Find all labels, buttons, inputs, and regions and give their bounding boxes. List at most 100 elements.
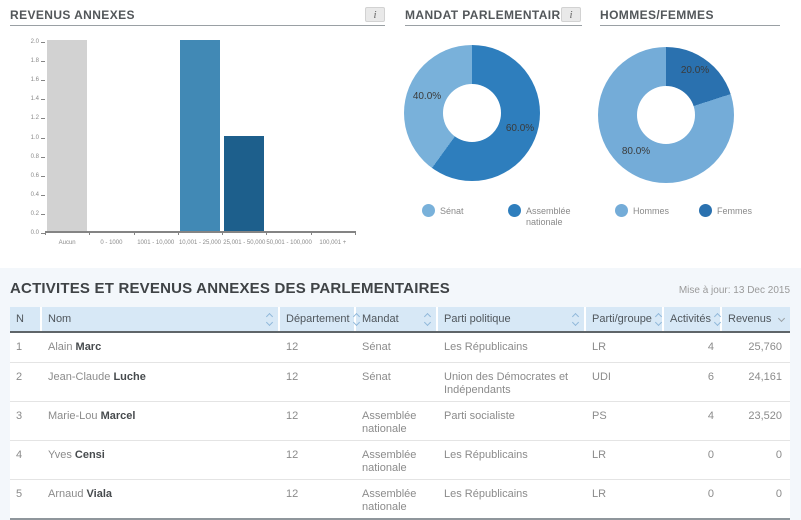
legend-dot-femmes[interactable]	[699, 204, 712, 217]
cell-revenus: 0	[775, 488, 782, 500]
last-name: Marcel	[100, 410, 136, 422]
y-tick	[41, 42, 45, 43]
y-tick-label: 0.0	[30, 230, 39, 236]
bar-10-001-25-000[interactable]	[179, 40, 221, 231]
cell-parti-politique: Union des Démocrates et Indépendants	[444, 371, 569, 396]
cell-parti-groupe: UDI	[592, 371, 611, 383]
x-tick	[177, 231, 179, 235]
x-category-label: Aucun	[58, 240, 76, 246]
column-header-parti-politique[interactable]: Parti politique	[438, 307, 584, 331]
sort-icon	[265, 312, 274, 326]
mandat-title-rule	[405, 25, 582, 26]
x-tick	[310, 231, 312, 235]
mandat-info-button[interactable]: i	[561, 7, 581, 22]
cell-parti-politique: Les Républicains	[444, 449, 528, 461]
cell-activites: 0	[707, 449, 714, 461]
x-tick	[45, 231, 46, 235]
first-name: Arnaud	[48, 488, 87, 500]
table-header-row: N Nom Département Mandat Parti politique Part…	[10, 307, 790, 333]
y-tick	[41, 99, 45, 101]
cell-name: Jean-Claude Luche	[42, 363, 280, 401]
revenus-info-button[interactable]: i	[365, 7, 385, 22]
legend-dot-senat[interactable]	[422, 204, 435, 217]
legend-label-hommes[interactable]: Hommes	[633, 206, 670, 216]
column-header-label: Parti/groupe	[592, 313, 652, 325]
x-category-label: 100,001 +	[319, 240, 347, 246]
revenus-bar-chart: Parlementaires 0.00.20.40.60.81.01.21.41…	[31, 39, 356, 246]
table-row[interactable]: 4 Yves Censi 12 Assemblée nationale Les Répu…	[10, 441, 790, 480]
last-name: Luche	[113, 371, 146, 383]
cell-parti-groupe: LR	[592, 449, 607, 461]
legend-dot-hommes[interactable]	[615, 204, 628, 217]
mandat-pct-senat: 40.0%	[412, 91, 442, 102]
table-row[interactable]: 2 Jean-Claude Luche 12 Sénat Union des Démoc…	[10, 363, 790, 402]
column-header-label: N	[16, 313, 24, 325]
cell-departement: 12	[286, 371, 299, 383]
column-header-parti-groupe[interactable]: Parti/groupe	[586, 307, 662, 331]
table-row[interactable]: 1 Alain Marc 12 Sénat Les Républicains LR 4 25,…	[10, 333, 790, 363]
mandat-panel-title: MANDAT PARLEMENTAIRE	[405, 8, 569, 22]
chevron-down-icon	[713, 318, 722, 326]
last-updated-text: Mise à jour: 13 Dec 2015	[678, 285, 790, 296]
sort-icon	[713, 312, 722, 326]
cell-mandat: Assemblée nationale	[362, 410, 417, 435]
table-row[interactable]: 3 Marie-Lou Marcel 12 Assemblée nationale Pa…	[10, 402, 790, 441]
cell-parti-politique: Parti socialiste	[444, 410, 515, 422]
hommes-femmes-donut-chart[interactable]	[598, 47, 734, 183]
y-tick-label: 2.0	[30, 39, 39, 45]
legend-dot-assemblee[interactable]	[508, 204, 521, 217]
column-header-mandat[interactable]: Mandat	[356, 307, 436, 331]
table-title: ACTIVITES ET REVENUS ANNEXES DES PARLEME…	[10, 280, 451, 297]
y-tick	[41, 156, 45, 158]
cell-parti-groupe: LR	[592, 488, 607, 500]
x-tick	[355, 231, 356, 235]
y-tick-label: 1.8	[30, 58, 39, 65]
chevron-down-icon	[265, 318, 274, 326]
first-name: Alain	[48, 341, 76, 353]
chevron-down-icon	[571, 318, 580, 326]
column-header-d-partement[interactable]: Département	[280, 307, 360, 331]
cell-revenus: 0	[775, 449, 782, 461]
revenus-title-rule	[10, 25, 385, 26]
cell-departement: 12	[286, 341, 299, 353]
y-tick	[41, 118, 45, 120]
first-name: Yves	[48, 449, 75, 461]
y-tick	[41, 80, 45, 82]
cell-departement: 12	[286, 449, 299, 461]
first-name: Marie-Lou	[48, 410, 101, 422]
column-header-nom[interactable]: Nom	[42, 307, 278, 331]
legend-label-senat[interactable]: Sénat	[440, 206, 464, 216]
bar-aucun[interactable]	[47, 40, 88, 231]
cell-mandat: Sénat	[362, 371, 391, 383]
cell-revenus: 24,161	[748, 371, 782, 383]
x-tick	[266, 231, 268, 235]
cell-activites: 0	[707, 488, 714, 500]
y-tick-label: 0.6	[30, 172, 39, 179]
hommes-femmes-donut-hole	[637, 86, 695, 144]
column-header-label: Revenus	[728, 313, 772, 325]
y-tick	[41, 61, 45, 63]
last-name: Viala	[86, 488, 113, 500]
column-header-n[interactable]: N	[10, 307, 40, 331]
x-category-label: 25,001 - 50,000	[223, 240, 266, 246]
mandat-donut-chart[interactable]	[404, 45, 540, 181]
hf-pct-hommes: 80.0%	[621, 146, 651, 157]
column-header-label: Département	[286, 313, 350, 325]
table-row[interactable]: 5 Arnaud Viala 12 Assemblée nationale Les Ré…	[10, 480, 790, 518]
chevron-down-icon	[423, 318, 432, 326]
cell-name: Alain Marc	[42, 333, 280, 362]
y-tick-label: 0.4	[30, 191, 39, 198]
column-header-activit-s[interactable]: Activités	[664, 307, 722, 331]
cell-number: 5	[16, 488, 23, 500]
x-category-label: 0 - 1000	[100, 240, 123, 246]
hommes-femmes-title-rule	[600, 25, 780, 26]
y-tick-label: 1.0	[30, 134, 39, 141]
bar-25-001-50-000[interactable]	[224, 135, 265, 231]
y-tick	[41, 175, 45, 177]
x-category-label: 50,001 - 100,000	[266, 240, 312, 246]
y-tick-label: 0.8	[30, 153, 39, 160]
legend-label-assemblee[interactable]: Assemblée nationale	[526, 206, 571, 227]
legend-label-femmes[interactable]: Femmes	[717, 206, 753, 216]
column-header-revenus[interactable]: Revenus	[722, 307, 790, 331]
cell-parti-groupe: LR	[592, 341, 607, 353]
